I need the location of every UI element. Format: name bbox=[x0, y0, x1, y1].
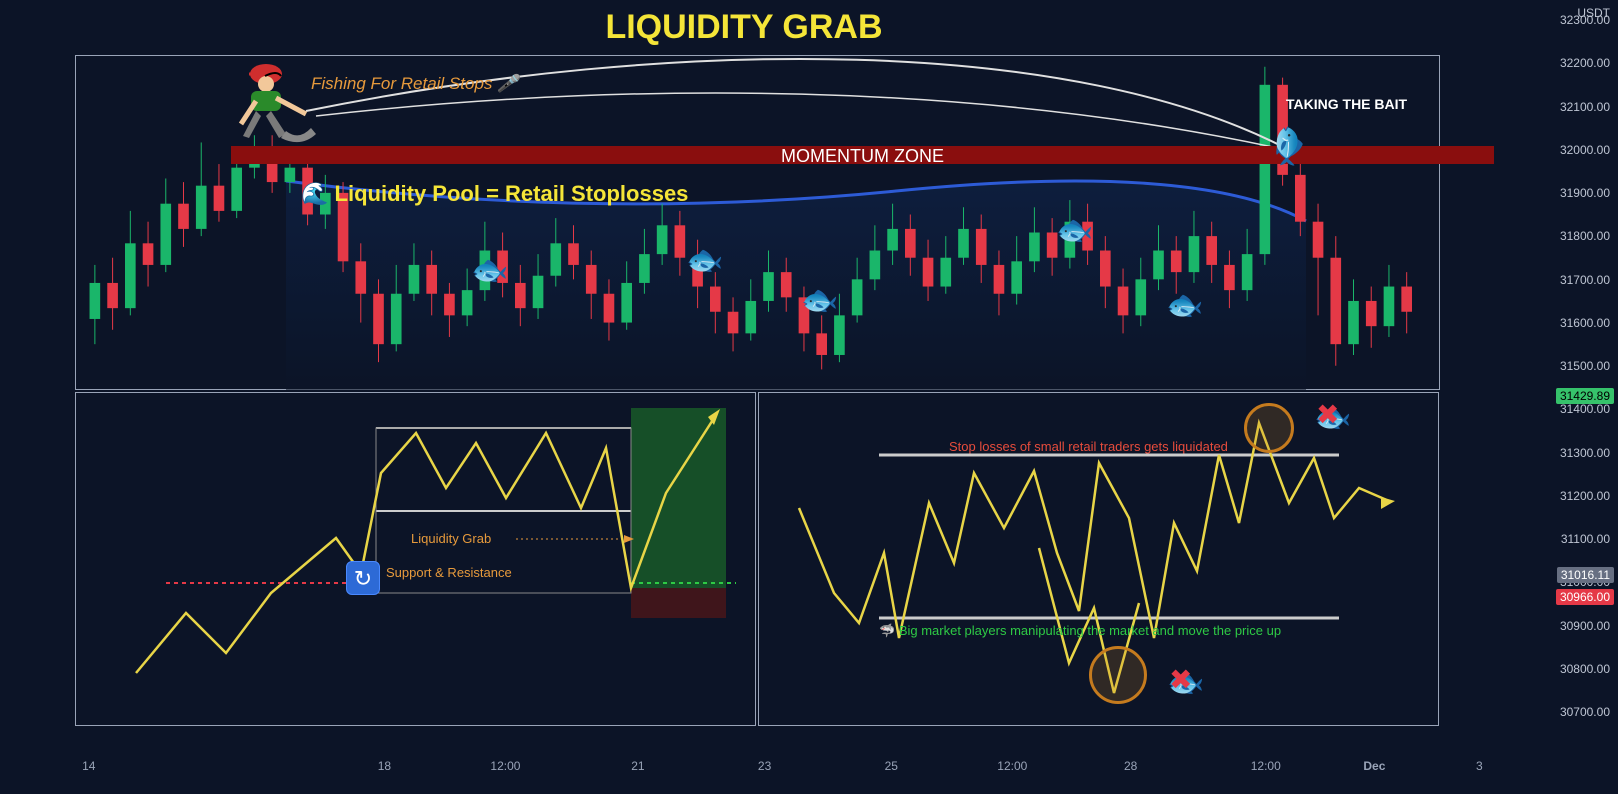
liquidity-pool-label-text: Liquidity Pool = Retail Stoplosses bbox=[335, 181, 689, 206]
time-tick: 12:00 bbox=[1251, 759, 1281, 773]
price-tick: 31900.00 bbox=[1560, 186, 1610, 200]
price-badge: 31429.89 bbox=[1556, 388, 1614, 404]
time-tick: 12:00 bbox=[490, 759, 520, 773]
price-axis: USDT 32300.0032200.0032100.0032000.00319… bbox=[1518, 0, 1618, 740]
refresh-icon[interactable]: ↻ bbox=[346, 561, 380, 595]
chart-title: LIQUIDITY GRAB bbox=[0, 8, 1488, 47]
fish-icon: 🐟 bbox=[801, 286, 838, 316]
time-tick: 21 bbox=[631, 759, 644, 773]
price-badge: 30966.00 bbox=[1556, 589, 1614, 605]
bl-diagram bbox=[76, 393, 757, 727]
breakout-down-zone bbox=[631, 588, 726, 618]
highlight-circle bbox=[1089, 646, 1147, 704]
bottom-right-panel: Stop losses of small retail traders gets… bbox=[758, 392, 1439, 726]
stoploss-label: Stop losses of small retail traders gets… bbox=[949, 439, 1228, 454]
time-tick: 28 bbox=[1124, 759, 1137, 773]
time-tick: Dec bbox=[1363, 759, 1385, 773]
highlight-circle bbox=[1244, 403, 1294, 453]
price-tick: 30700.00 bbox=[1560, 705, 1610, 719]
liq-grab-label: Liquidity Grab bbox=[411, 531, 491, 546]
fishing-label-text: Fishing For Retail Stops bbox=[311, 74, 492, 93]
price-tick: 32200.00 bbox=[1560, 56, 1610, 70]
support-resistance-label: Support & Resistance bbox=[386, 565, 512, 580]
fishing-label: Fishing For Retail Stops 🎤 bbox=[311, 74, 518, 94]
fish-icon: 🐟 bbox=[1166, 291, 1203, 321]
price-tick: 32100.00 bbox=[1560, 100, 1610, 114]
fishing-rod-line-2 bbox=[316, 93, 1291, 151]
liquidated-fish-icon: 🐟 bbox=[1167, 668, 1204, 698]
price-tick: 31200.00 bbox=[1560, 489, 1610, 503]
time-tick: 3 bbox=[1476, 759, 1483, 773]
price-tick: 31800.00 bbox=[1560, 229, 1610, 243]
price-tick: 32000.00 bbox=[1560, 143, 1610, 157]
mic-icon: 🎤 bbox=[497, 74, 518, 93]
price-line-arrowhead bbox=[1381, 497, 1395, 509]
time-tick: 18 bbox=[378, 759, 391, 773]
price-tick: 32300.00 bbox=[1560, 13, 1610, 27]
fishing-rod-line bbox=[306, 59, 1291, 151]
wave-icon: 🌊 bbox=[301, 181, 328, 206]
liquidity-pool-label: 🌊 Liquidity Pool = Retail Stoplosses bbox=[301, 181, 688, 207]
main-chart-panel: MOMENTUM ZONE Fishing For Retail Stops 🎤… bbox=[75, 55, 1440, 390]
price-tick: 31500.00 bbox=[1560, 359, 1610, 373]
price-tick: 31400.00 bbox=[1560, 402, 1610, 416]
price-tick: 30900.00 bbox=[1560, 619, 1610, 633]
bottom-left-panel: Liquidity Grab Support & Resistance ↻ bbox=[75, 392, 756, 726]
price-tick: 31700.00 bbox=[1560, 273, 1610, 287]
price-badge: 31016.11 bbox=[1557, 567, 1614, 583]
fish-icon: 🐟 bbox=[1056, 216, 1093, 246]
time-axis: 14 18 12:00 21 23 25 12:00 28 12:00 Dec 3 bbox=[80, 759, 1488, 784]
fisherman-icon bbox=[231, 56, 331, 151]
time-tick: 12:00 bbox=[997, 759, 1027, 773]
time-tick: 23 bbox=[758, 759, 771, 773]
time-tick: 14 bbox=[82, 759, 95, 773]
shark-icon: 🦈 bbox=[879, 623, 895, 638]
price-tick: 31600.00 bbox=[1560, 316, 1610, 330]
time-tick: 25 bbox=[885, 759, 898, 773]
fish-icon: 🐟 bbox=[471, 256, 508, 286]
taking-bait-label: TAKING THE BAIT bbox=[1286, 96, 1407, 112]
liquidity-pool-area bbox=[286, 181, 1306, 391]
breakout-up-zone bbox=[631, 408, 726, 588]
fish-icon: 🐟 bbox=[686, 246, 723, 276]
price-tick: 31300.00 bbox=[1560, 446, 1610, 460]
price-tick: 31100.00 bbox=[1561, 532, 1610, 546]
bigplayers-label: 🦈 Big market players manipulating the ma… bbox=[879, 623, 1281, 639]
liquidated-fish-icon: 🐟 bbox=[1314, 403, 1351, 433]
hooked-fish-icon: 🐟 bbox=[1272, 124, 1308, 169]
bigplayers-label-text: Big market players manipulating the mark… bbox=[899, 623, 1281, 638]
price-tick: 30800.00 bbox=[1560, 662, 1610, 676]
